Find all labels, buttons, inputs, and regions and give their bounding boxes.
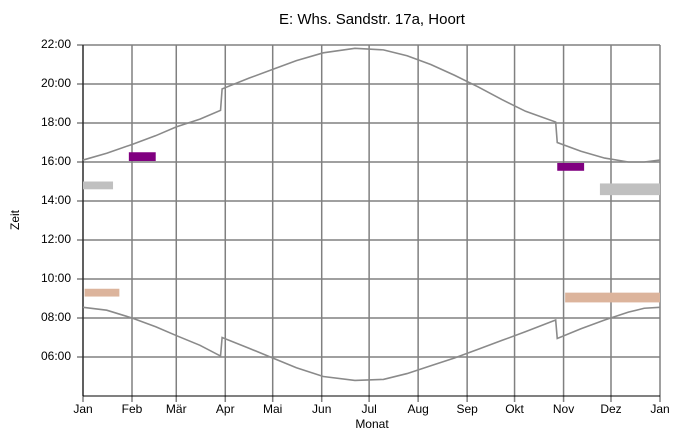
y-axis-label: Zeit bbox=[8, 209, 22, 230]
x-tick-label: Mär bbox=[166, 402, 187, 416]
x-tick-label: Aug bbox=[407, 402, 428, 416]
line bbox=[82, 47, 661, 163]
x-tick-label: Jul bbox=[361, 402, 376, 416]
shadow-patch bbox=[557, 162, 585, 171]
shadow-patch bbox=[565, 292, 660, 303]
chart-title: E: Whs. Sandstr. 17a, Hoort bbox=[279, 11, 466, 28]
shadow-patch bbox=[83, 181, 114, 190]
x-tick-label: Jan bbox=[73, 402, 92, 416]
x-tick-label: Jun bbox=[312, 402, 331, 416]
x-axis-label: Monat bbox=[355, 417, 389, 431]
x-tick-label: Nov bbox=[553, 402, 574, 416]
x-tick-label: Okt bbox=[505, 402, 524, 416]
x-tick-label: Feb bbox=[122, 402, 143, 416]
shadow-patch bbox=[599, 183, 660, 196]
y-tick-label: 20:00 bbox=[41, 76, 71, 90]
y-tick-label: 12:00 bbox=[41, 232, 71, 246]
y-tick-label: 16:00 bbox=[41, 154, 71, 168]
shadow-patch bbox=[84, 288, 120, 297]
shadow-patch bbox=[128, 152, 156, 162]
y-tick-label: 22:00 bbox=[41, 37, 71, 51]
y-tick-label: 18:00 bbox=[41, 115, 71, 129]
x-tick-label: Dez bbox=[600, 402, 621, 416]
y-tick-label: 06:00 bbox=[41, 349, 71, 363]
y-tick-label: 10:00 bbox=[41, 271, 71, 285]
x-tick-label: Apr bbox=[216, 402, 235, 416]
y-tick-label: 08:00 bbox=[41, 310, 71, 324]
x-tick-label: Sep bbox=[456, 402, 478, 416]
x-tick-label: Mai bbox=[263, 402, 282, 416]
x-tick-label: Jan bbox=[650, 402, 669, 416]
line bbox=[82, 306, 661, 382]
y-tick-label: 14:00 bbox=[41, 193, 71, 207]
